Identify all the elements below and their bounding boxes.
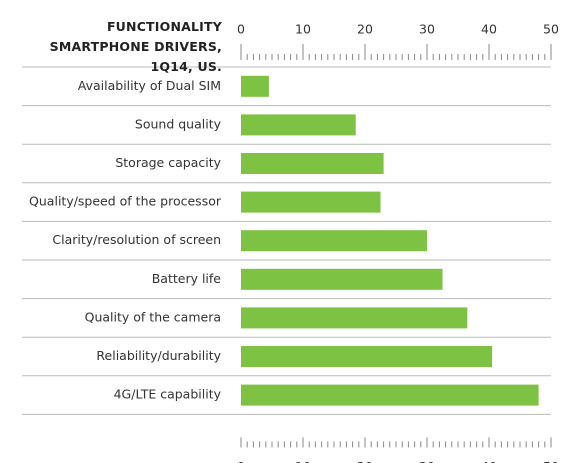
y-tick-label: Reliability/durability	[96, 348, 221, 363]
x-tick-label: 40	[481, 459, 497, 463]
bar	[241, 307, 468, 329]
bar	[241, 384, 539, 406]
y-tick-label: Storage capacity	[115, 155, 221, 170]
x-tick-label: 20	[357, 459, 373, 463]
bar	[241, 230, 427, 252]
bar	[241, 114, 356, 136]
y-tick-label: 4G/LTE capability	[114, 387, 222, 402]
y-tick-label: Quality/speed of the processor	[29, 194, 222, 209]
x-tick-label: 30	[419, 459, 435, 463]
bar	[241, 75, 269, 97]
x-tick-label: 40	[481, 22, 497, 37]
x-tick-label: 50	[543, 459, 559, 463]
y-tick-label: Sound quality	[135, 116, 222, 131]
y-tick-label: Battery life	[152, 271, 222, 286]
chart-title: FUNCTIONALITY SMARTPHONE DRIVERS, 1Q14, …	[49, 19, 222, 74]
x-tick-label: 50	[543, 22, 559, 37]
x-tick-label: 20	[357, 22, 373, 37]
bar	[241, 346, 493, 367]
bar	[241, 191, 381, 213]
y-tick-label: Clarity/resolution of screen	[52, 232, 221, 247]
bar	[241, 153, 384, 174]
y-tick-label: Quality of the camera	[85, 309, 221, 324]
bar	[241, 268, 443, 290]
y-tick-label: Availability of Dual SIM	[78, 78, 221, 93]
x-tick-label: 10	[295, 22, 311, 37]
x-tick-label: 10	[295, 459, 311, 463]
x-tick-label: 0	[237, 22, 245, 37]
x-tick-label: 30	[419, 22, 435, 37]
x-tick-label: 0	[237, 459, 245, 463]
